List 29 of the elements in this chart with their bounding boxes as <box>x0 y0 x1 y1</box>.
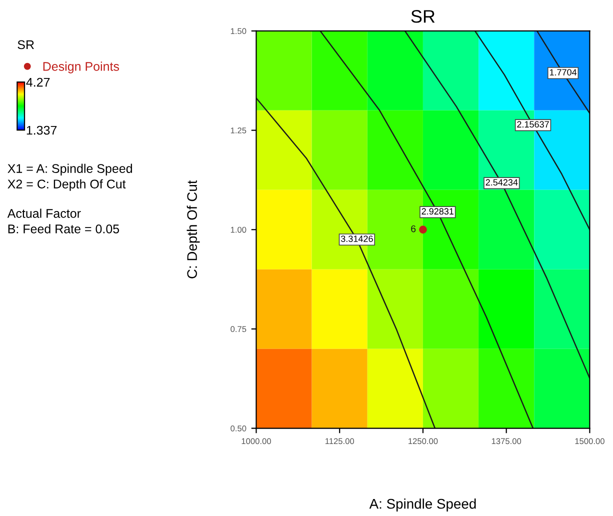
y-tick-label: 1.50 <box>230 28 246 34</box>
series-label: 2.54234 <box>486 179 518 186</box>
x-tick-label: 1125.00 <box>325 438 354 444</box>
y-tick-label: 1.00 <box>230 226 246 233</box>
x-axis-title: A: Spindle Speed <box>369 498 476 512</box>
color-bar-label: 1.337 <box>26 126 57 135</box>
y-axis-title: C: Depth Of Cut <box>186 180 200 278</box>
text: Actual Factor <box>7 208 81 218</box>
series-label: 1.7704 <box>550 69 577 76</box>
text: X1 = A: Spindle Speed <box>8 164 132 176</box>
series-label: 3.31426 <box>340 236 373 242</box>
y-tick-label: 1.25 <box>230 127 246 134</box>
chart-title: SR <box>411 10 435 23</box>
line-series <box>474 30 590 230</box>
annotation: 6 <box>411 225 416 232</box>
x-tick-label: 1000.00 <box>242 438 271 444</box>
line-series <box>404 30 590 379</box>
text: B: Feed Rate = 0.05 <box>8 224 120 234</box>
series-label: 2.15637 <box>517 121 549 128</box>
color-bar-label: 4.27 <box>26 78 50 87</box>
legend-label: Design Points <box>43 62 120 74</box>
x-tick-label: 1500.00 <box>575 438 604 444</box>
x-tick-label: 1375.00 <box>492 438 522 444</box>
text: X2 = C: Depth Of Cut <box>8 179 126 191</box>
y-tick-label: 0.75 <box>230 326 246 332</box>
x-tick-label: 1250.00 <box>408 438 438 444</box>
series-label: 2.92831 <box>422 208 454 215</box>
y-tick-label: 0.50 <box>230 425 246 432</box>
color-bar-title: SR <box>18 40 34 50</box>
